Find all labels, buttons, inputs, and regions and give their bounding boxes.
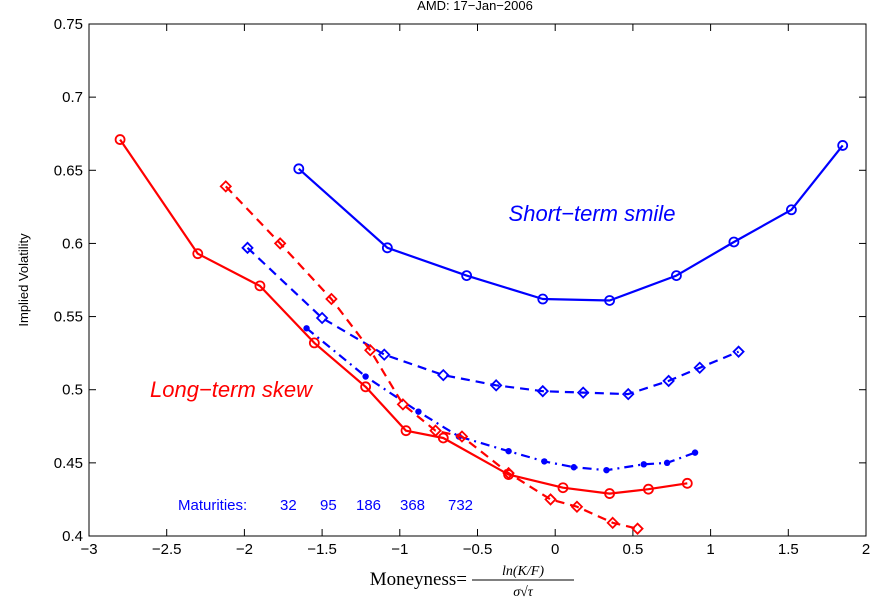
x-axis-label: Moneyness= ln(K/F) σ√τ: [370, 564, 574, 600]
data-point: [603, 466, 610, 474]
data-point: [505, 447, 512, 455]
y-tick-label: 0.75: [54, 16, 83, 33]
data-point: [576, 386, 590, 399]
x-axis-label-numerator: ln(K/F): [502, 564, 544, 579]
maturity-value: 732: [448, 497, 473, 514]
y-tick-label: 0.5: [62, 382, 83, 399]
data-point: [643, 483, 654, 495]
data-point: [621, 387, 635, 401]
data-point: [360, 381, 372, 393]
data-point: [837, 140, 849, 151]
data-point: [489, 379, 503, 392]
data-point: [536, 384, 550, 398]
maturities-annotation: Maturities: 32 95 186 368 732: [178, 497, 473, 514]
data-point: [537, 293, 549, 305]
y-axis-label: Implied Volatility: [16, 233, 31, 327]
data-point: [570, 464, 578, 471]
maturity-value: 32: [280, 497, 297, 514]
maturity-value: 95: [320, 497, 337, 514]
data-point: [662, 374, 675, 388]
data-point: [693, 361, 706, 375]
data-point: [114, 134, 126, 145]
series-line: [119, 138, 688, 495]
data-point: [437, 432, 449, 444]
y-tick-label: 0.7: [62, 89, 83, 106]
series-3: [219, 180, 644, 535]
maturity-value: 368: [400, 497, 425, 514]
x-tick-label: −2.5: [152, 541, 182, 558]
y-tick-label: 0.55: [54, 309, 83, 326]
series-line: [225, 185, 638, 530]
data-point: [192, 248, 204, 260]
y-tick-label: 0.65: [54, 162, 83, 179]
data-point: [293, 163, 305, 175]
data-point: [604, 488, 615, 499]
data-point: [377, 348, 391, 361]
data-point: [728, 236, 740, 248]
x-axis-label-main: Moneyness=: [370, 569, 467, 590]
data-point: [786, 204, 797, 216]
series-line: [298, 144, 844, 302]
x-tick-label: −0.5: [463, 541, 493, 558]
x-tick-label: 1.5: [778, 541, 799, 558]
data-point: [461, 270, 473, 282]
axis-ticks: −3 −2.5 −2 −1.5 −1 −0.5 0 0.5 1 1.5 2 0.4 0.45 0.5 0.5…: [54, 16, 870, 558]
series-layer: [114, 134, 849, 535]
annotation-short-term-smile: Short−term smile: [509, 201, 676, 226]
y-tick-label: 0.6: [62, 235, 83, 252]
data-point: [606, 516, 619, 530]
x-tick-label: 1: [706, 541, 714, 558]
data-point: [308, 337, 320, 349]
data-point: [396, 398, 410, 411]
y-tick-label: 0.4: [62, 528, 83, 545]
annotation-long-term-skew: Long−term skew: [150, 377, 314, 402]
data-point: [415, 408, 422, 415]
data-point: [273, 237, 287, 250]
data-point: [570, 500, 584, 514]
data-point: [303, 325, 310, 332]
data-point: [557, 482, 569, 494]
series-4: [114, 134, 693, 499]
data-point: [671, 270, 682, 282]
data-point: [381, 242, 393, 254]
x-tick-label: 2: [862, 541, 870, 558]
data-point: [631, 522, 644, 535]
data-point: [663, 459, 671, 467]
data-point: [503, 469, 514, 480]
x-tick-label: −3: [80, 541, 97, 558]
x-tick-label: −1.5: [307, 541, 337, 558]
series-0: [293, 140, 849, 306]
y-tick-label: 0.45: [54, 455, 83, 472]
data-point: [400, 425, 412, 437]
x-axis-label-denominator: σ√τ: [513, 585, 534, 600]
data-point: [315, 311, 329, 325]
data-point: [691, 449, 699, 456]
data-point: [362, 373, 369, 380]
data-point: [254, 280, 266, 292]
x-tick-label: 0: [551, 541, 559, 558]
maturity-value: 186: [356, 497, 381, 514]
series-1: [241, 241, 745, 401]
data-point: [455, 430, 469, 443]
data-point: [364, 343, 377, 357]
data-point: [541, 458, 548, 465]
x-tick-label: 0.5: [622, 541, 643, 558]
x-tick-label: −2: [236, 541, 253, 558]
series-line: [246, 246, 740, 396]
maturities-label: Maturities:: [178, 497, 247, 514]
data-point: [544, 493, 557, 506]
chart-title: AMD: 17−Jan−2006: [417, 0, 533, 13]
data-point: [325, 292, 338, 306]
data-point: [681, 477, 693, 489]
data-point: [219, 180, 233, 193]
data-point: [437, 368, 450, 382]
data-point: [241, 241, 254, 255]
data-point: [732, 345, 745, 358]
x-tick-label: −1: [391, 541, 408, 558]
data-point: [640, 461, 647, 468]
data-point: [604, 295, 615, 306]
